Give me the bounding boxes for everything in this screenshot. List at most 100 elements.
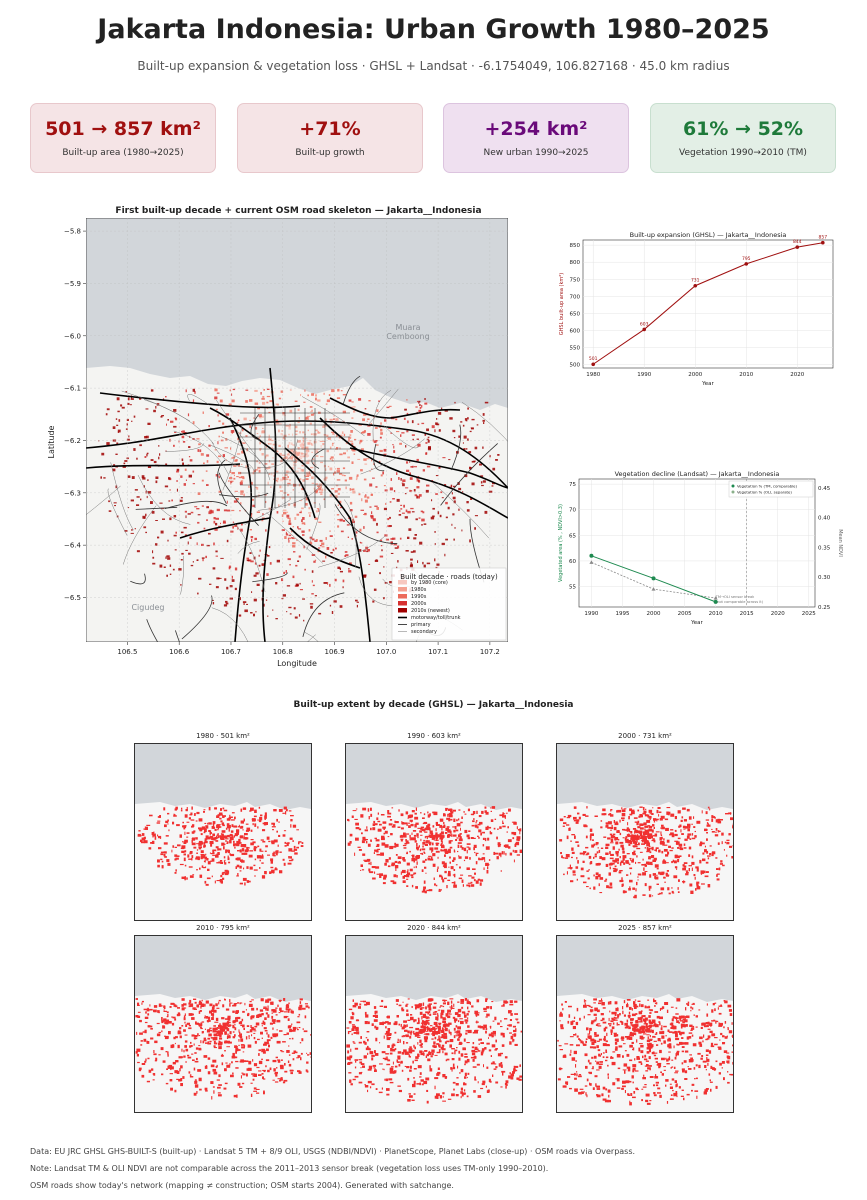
builtup-pixel: [481, 484, 484, 487]
builtup-pixel: [331, 459, 333, 461]
builtup-pixel: [501, 1005, 505, 1007]
builtup-pixel: [325, 468, 327, 471]
stat-value: 61% → 52%: [682, 118, 804, 140]
builtup-pixel: [445, 538, 448, 541]
builtup-pixel: [351, 1028, 355, 1031]
builtup-pixel: [619, 819, 621, 823]
builtup-pixel: [144, 1029, 147, 1034]
road-secondary: [233, 522, 266, 593]
builtup-pixel: [435, 1016, 439, 1020]
builtup-pixel: [458, 487, 462, 491]
builtup-pixel: [270, 1001, 273, 1005]
builtup-pixel: [349, 1079, 352, 1083]
builtup-pixel: [387, 518, 390, 521]
builtup-pixel: [295, 449, 297, 452]
builtup-pixel: [370, 861, 372, 866]
builtup-pixel: [411, 1006, 413, 1008]
map-figure: Muara Cemboong Cigudeg 106.5 106.6 106.7 10…: [47, 218, 508, 668]
builtup-pixel: [184, 1013, 186, 1017]
chart-title: Built-up expansion (GHSL) — Jakarta__Ind…: [630, 231, 787, 239]
builtup-pixel: [306, 451, 309, 454]
builtup-pixel: [353, 453, 356, 455]
builtup-pixel: [491, 806, 496, 809]
builtup-pixel: [375, 1037, 378, 1042]
builtup-pixel: [423, 813, 426, 816]
builtup-pixel: [140, 1040, 143, 1042]
builtup-pixel: [311, 476, 314, 479]
builtup-pixel: [626, 874, 629, 876]
road-primary: [250, 414, 261, 441]
builtup-pixel: [460, 1096, 462, 1099]
builtup-pixel: [442, 1035, 445, 1038]
builtup-pixel: [441, 1009, 445, 1013]
builtup-pixel: [301, 464, 304, 467]
builtup-pixel: [364, 408, 367, 410]
builtup-pixel: [218, 1040, 221, 1044]
builtup-pixel: [236, 864, 240, 868]
decade-tile-map: [345, 935, 523, 1113]
builtup-pixel: [165, 1019, 170, 1023]
builtup-pixel: [391, 863, 395, 867]
builtup-pixel: [495, 1039, 497, 1043]
builtup-pixel: [270, 438, 272, 440]
builtup-pixel: [268, 411, 271, 414]
builtup-pixel: [665, 827, 669, 831]
builtup-pixel: [634, 830, 636, 834]
builtup-pixel: [435, 1024, 438, 1028]
builtup-pixel: [296, 539, 298, 541]
builtup-pixel: [428, 1050, 430, 1052]
builtup-pixel: [426, 428, 429, 432]
builtup-pixel: [409, 490, 413, 492]
builtup-pixel: [705, 1022, 709, 1025]
builtup-pixel: [147, 1013, 150, 1016]
builtup-pixel: [701, 842, 705, 845]
builtup-pixel: [149, 814, 153, 817]
builtup-pixel: [143, 485, 145, 488]
builtup-pixel: [430, 832, 434, 835]
builtup-pixel: [240, 1075, 242, 1079]
builtup-pixel: [234, 846, 236, 849]
builtup-pixel: [137, 1061, 140, 1064]
builtup-pixel: [184, 1021, 186, 1024]
builtup-pixel: [234, 587, 237, 591]
builtup-pixel: [253, 1030, 257, 1032]
builtup-pixel: [660, 834, 663, 836]
builtup-pixel: [461, 879, 464, 883]
builtup-pixel: [471, 1049, 476, 1053]
builtup-pixel: [380, 422, 382, 425]
builtup-pixel: [307, 1054, 310, 1056]
builtup-pixel: [218, 827, 220, 829]
builtup-pixel: [439, 874, 442, 877]
builtup-pixel: [158, 1003, 162, 1007]
builtup-pixel: [198, 1023, 202, 1027]
builtup-pixel: [368, 1048, 371, 1051]
builtup-pixel: [158, 1031, 161, 1034]
builtup-pixel: [717, 842, 720, 845]
builtup-pixel: [422, 511, 425, 514]
builtup-pixel: [293, 848, 298, 851]
builtup-pixel: [688, 846, 692, 850]
builtup-pixel: [282, 812, 285, 814]
builtup-pixel: [449, 998, 454, 1000]
builtup-pixel: [174, 431, 177, 433]
builtup-pixel: [330, 456, 334, 459]
builtup-pixel: [515, 1028, 517, 1032]
builtup-pixel: [354, 818, 358, 820]
builtup-pixel: [428, 1022, 430, 1025]
builtup-pixel: [328, 394, 331, 396]
builtup-pixel: [125, 428, 128, 430]
builtup-pixel: [460, 999, 465, 1003]
builtup-pixel: [418, 480, 421, 483]
builtup-pixel: [383, 566, 385, 568]
builtup-pixel: [329, 446, 332, 450]
builtup-pixel: [438, 890, 441, 892]
builtup-pixel: [433, 811, 438, 816]
builtup-pixel: [721, 1061, 725, 1064]
builtup-pixel: [287, 1010, 290, 1013]
builtup-pixel: [275, 1073, 278, 1077]
builtup-pixel: [329, 467, 333, 471]
builtup-pixel: [145, 408, 149, 410]
builtup-pixel: [438, 466, 441, 469]
builtup-pixel: [450, 809, 453, 812]
builtup-pixel: [707, 823, 709, 826]
